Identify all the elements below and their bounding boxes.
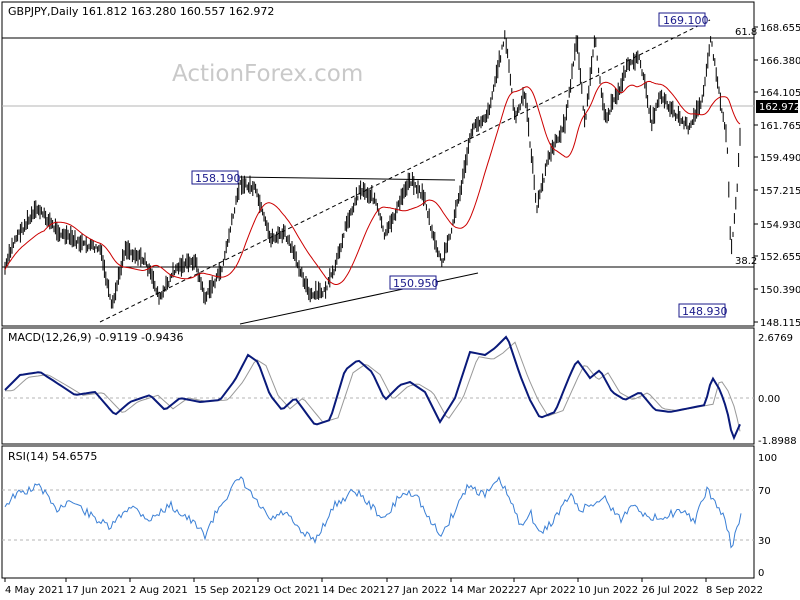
moving-average-line (4, 80, 741, 285)
last-price-tag (756, 100, 798, 113)
x-tick-label: 27 Jan 2022 (387, 585, 447, 596)
price-y-tick-label: 154.930 (760, 220, 800, 231)
price-y-axis: 168.655 166.380 164.105 161.765 159.490 157.2… (754, 23, 800, 329)
price-y-tick-label: 168.655 (760, 23, 800, 34)
rsi-y-tick-label: 100 (758, 453, 777, 464)
price-y-tick-label: 159.490 (760, 153, 800, 164)
price-y-tick-label: 150.390 (760, 285, 800, 296)
x-tick-label: 14 Dec 2021 (322, 585, 386, 596)
price-y-tick-label: 164.105 (760, 88, 800, 99)
price-panel (1, 1, 755, 327)
price-y-tick-label: 152.655 (760, 252, 800, 263)
price-y-tick-label: 166.380 (760, 56, 800, 67)
x-tick-label: 26 Jul 2022 (642, 585, 699, 596)
rsi-y-axis: 100 70 30 0 (758, 453, 777, 579)
x-tick-label: 2 Aug 2021 (130, 585, 188, 596)
rsi-y-tick-label: 70 (758, 486, 771, 497)
macd-y-axis: 2.6769 0.00 -1.8988 (758, 333, 797, 447)
callout-150950: 150.950 (393, 277, 439, 290)
price-y-tick-label: 157.215 (760, 186, 800, 197)
fib-382-label: 38.2 (735, 256, 757, 267)
macd-y-tick-label: 0.00 (758, 394, 780, 405)
last-price-label: 162.972 (759, 102, 800, 113)
x-tick-label: 29 Oct 2021 (258, 585, 320, 596)
fib-618-label: 61.8 (735, 27, 757, 38)
macd-y-tick-label: -1.8988 (758, 436, 797, 447)
x-tick-label: 17 Jun 2021 (66, 585, 126, 596)
macd-line (4, 335, 741, 441)
rsi-y-tick-label: 30 (758, 536, 771, 547)
price-bars (4, 30, 741, 309)
callout-169100-box (658, 12, 706, 27)
x-tick-label: 14 Mar 2022 (451, 585, 514, 596)
resistance-line (239, 176, 456, 181)
price-header: GBPJPY,Daily 161.812 163.280 160.557 162… (8, 5, 274, 18)
callout-150950-box (389, 275, 437, 290)
macd-header: MACD(12,26,9) -0.9119 -0.9436 (8, 331, 183, 344)
callout-158190-box (191, 170, 239, 185)
callout-158190: 158.190 (195, 172, 241, 185)
rsi-y-tick-label: 0 (758, 568, 764, 579)
x-tick-label: 27 Apr 2022 (514, 585, 576, 596)
macd-y-tick-label: 2.6769 (758, 333, 793, 344)
callout-148930-box (678, 303, 726, 318)
x-tick-label: 10 Jun 2022 (578, 585, 638, 596)
callout-148930: 148.930 (682, 305, 728, 318)
x-axis: 4 May 2021 17 Jun 2021 2 Aug 2021 15 Sep 20… (4, 578, 763, 596)
x-tick-label: 15 Sep 2021 (194, 585, 257, 596)
watermark: ActionForex.com (172, 61, 363, 87)
x-tick-label: 8 Sep 2022 (706, 585, 763, 596)
price-y-tick-label: 148.115 (760, 318, 800, 329)
rsi-header: RSI(14) 54.6575 (8, 450, 97, 463)
price-y-tick-label: 161.765 (760, 121, 800, 132)
support-line (239, 272, 479, 325)
callout-169100: 169.100 (663, 14, 709, 27)
macd-signal-line (5, 341, 741, 432)
rsi-line (4, 475, 742, 549)
x-tick-label: 4 May 2021 (5, 585, 64, 596)
upper-channel-line (99, 19, 711, 323)
